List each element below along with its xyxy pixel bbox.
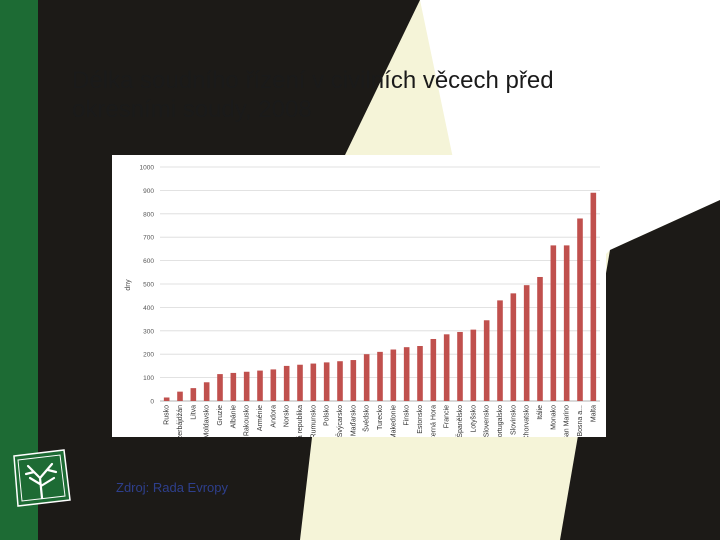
bar — [483, 320, 490, 401]
y-tick-label: 100 — [143, 375, 154, 382]
x-tick-label: Rusko — [164, 405, 171, 425]
y-tick-label: 600 — [143, 258, 154, 265]
x-tick-label: Makedonie — [390, 405, 397, 437]
y-tick-labels: 0 100 200 300 400 500 600 700 800 900 1000 — [140, 165, 155, 406]
x-tick-label: Rakousko — [244, 405, 251, 436]
x-tick-label: Turecko — [377, 405, 384, 430]
bar — [590, 192, 597, 401]
bar — [497, 300, 503, 401]
chart-panel: 0 100 200 300 400 500 600 700 800 900 1000 Rusko Áz… — [112, 155, 606, 437]
bar — [323, 362, 330, 401]
bar — [470, 329, 477, 401]
bar — [457, 331, 463, 401]
bar — [417, 346, 423, 401]
bar — [523, 285, 530, 401]
dark-corner-decoration — [560, 200, 720, 540]
slide-title-line-2: okresními soudy, 2008 — [72, 96, 312, 123]
x-tick-label: Chorvatsko — [524, 405, 531, 437]
x-tick-labels: Rusko Ázerbájdžán Litva Moldavsko Gruzie Albá… — [164, 405, 598, 437]
x-tick-label: Litva — [190, 405, 197, 420]
bar — [270, 369, 277, 401]
bar — [283, 365, 290, 401]
y-tick-label: 900 — [143, 188, 154, 195]
x-tick-label: Švýcarsko — [335, 405, 344, 437]
bar — [550, 245, 557, 401]
bar — [510, 293, 517, 401]
x-tick-label: Černá Hora — [428, 405, 437, 437]
x-tick-label: Norsko — [284, 405, 291, 427]
bar — [537, 276, 543, 401]
x-tick-label: Estonsko — [417, 405, 424, 434]
x-tick-label: Moldavsko — [204, 405, 211, 437]
x-tick-label: Malta — [590, 405, 597, 422]
y-tick-label: 700 — [143, 235, 154, 242]
bar — [163, 397, 170, 401]
tree-logo-icon — [13, 449, 71, 507]
bar — [337, 361, 343, 401]
bar — [297, 364, 303, 401]
y-tick-label: 1000 — [140, 165, 155, 172]
bar — [563, 245, 570, 401]
bar-chart: 0 100 200 300 400 500 600 700 800 900 1000 Rusko Áz… — [125, 165, 600, 437]
x-tick-label: Monako — [550, 405, 557, 430]
y-tick-label: 400 — [143, 305, 154, 312]
x-tick-label: Itálie — [537, 405, 544, 420]
x-tick-label: Španělsko — [455, 405, 464, 437]
x-tick-label: Maďarsko — [350, 405, 357, 436]
x-tick-label: Slovensko — [484, 405, 491, 437]
bar — [257, 370, 263, 401]
y-tick-label: 800 — [143, 211, 154, 218]
slide-title-line-1: Délka soudního řízení v civilních věcech… — [72, 67, 554, 94]
x-tick-label: Gruzie — [217, 405, 224, 426]
x-tick-label: Lotyšsko — [470, 405, 477, 433]
y-tick-label: 300 — [143, 328, 154, 335]
bar — [230, 372, 237, 401]
y-tick-label: 200 — [143, 352, 154, 359]
y-tick-label: 0 — [150, 399, 154, 406]
y-axis-label: dny — [125, 279, 132, 291]
x-tick-label: Bosna a... — [577, 405, 584, 437]
bar — [443, 334, 450, 401]
bar — [350, 360, 357, 401]
green-left-band — [0, 0, 38, 540]
x-tick-label: Finsko — [404, 405, 411, 426]
x-tick-label: Arménie — [257, 405, 264, 431]
bar — [177, 391, 183, 401]
x-tick-label: Švédsko — [362, 405, 371, 432]
y-tick-label: 500 — [143, 282, 154, 289]
bar — [377, 351, 383, 401]
x-tick-label: Ázerbájdžán — [175, 405, 184, 437]
bar — [403, 347, 410, 401]
slide-title: Délka soudního řízení v civilních věcech… — [72, 66, 702, 124]
bar — [243, 371, 250, 401]
bar — [190, 388, 197, 401]
bar — [217, 374, 223, 401]
bar — [430, 338, 437, 401]
x-tick-label: Portugalsko — [497, 405, 504, 437]
source-note: Zdroj: Rada Evropy — [116, 480, 228, 495]
x-tick-label: Albánie — [230, 405, 237, 428]
x-tick-label: San Marino — [564, 405, 571, 437]
x-tick-label: Polsko — [324, 405, 331, 426]
bar — [363, 354, 370, 401]
x-tick-label: Česká republika — [295, 405, 304, 437]
x-tick-label: Slovinsko — [510, 405, 517, 435]
bar — [203, 382, 210, 401]
x-tick-label: Francie — [444, 405, 451, 428]
bar — [390, 349, 397, 401]
bar — [577, 218, 583, 401]
x-tick-label: Andora — [270, 405, 277, 428]
bar — [310, 363, 317, 401]
x-tick-label: Rumunsko — [310, 405, 317, 437]
bars — [163, 192, 597, 401]
